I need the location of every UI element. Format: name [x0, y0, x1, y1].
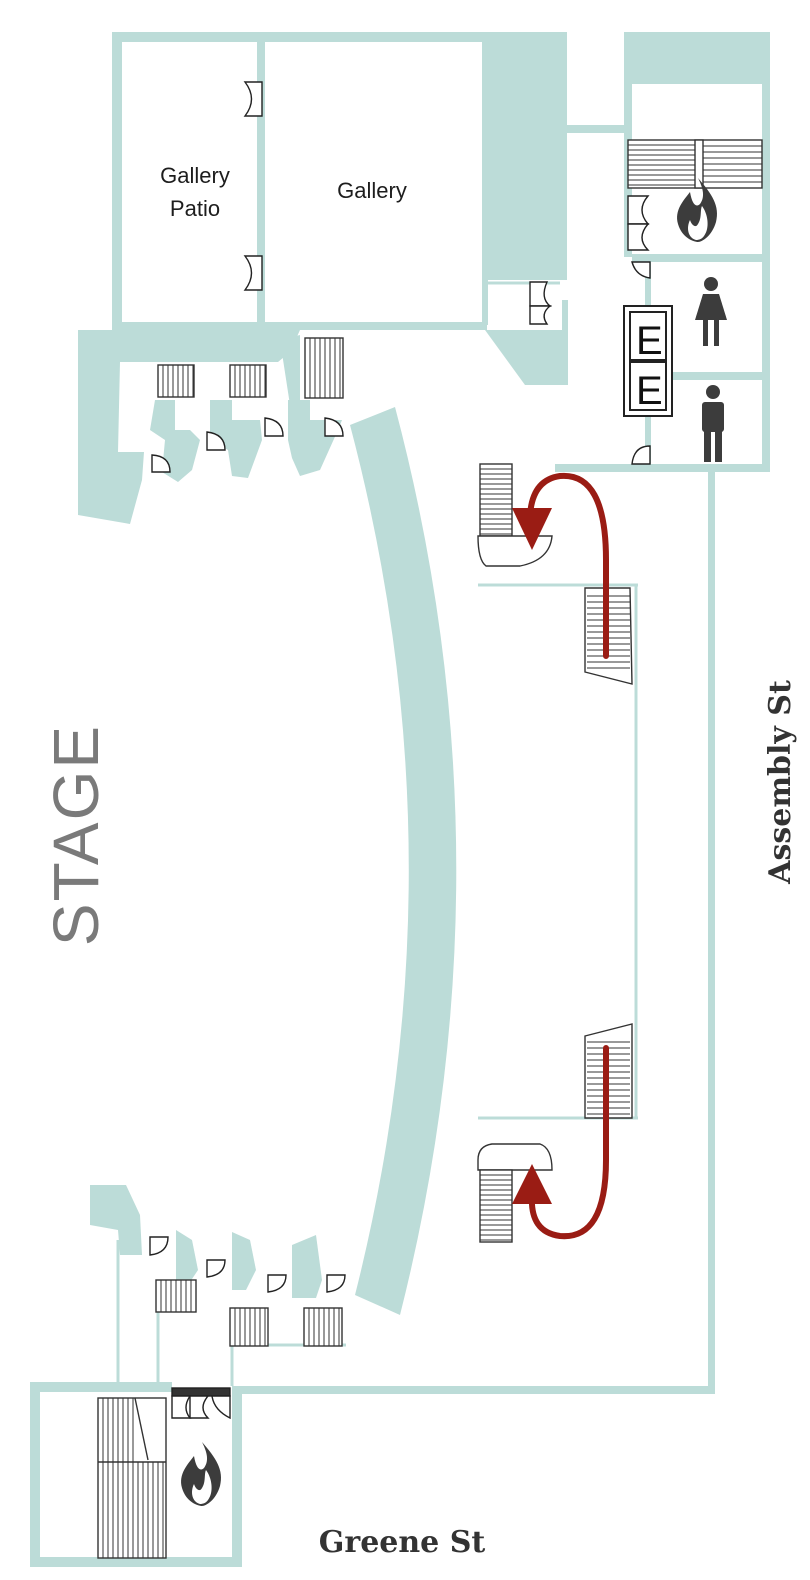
assembly-st-label: Assembly St: [763, 680, 798, 885]
gallery-patio-label-line2: Patio: [170, 196, 220, 221]
route-arrowhead-down-route: [512, 1164, 552, 1204]
gallery-label: Gallery: [337, 178, 407, 203]
woman-restroom-icon: [695, 277, 727, 346]
elevator-2-label: E: [636, 369, 663, 413]
walls: [30, 32, 770, 1567]
elevator-block: E E: [623, 305, 673, 417]
stage-label: STAGE: [40, 724, 112, 946]
route-arrowhead-up-route: [512, 508, 552, 550]
route-arrow-icon: [527, 472, 609, 1240]
fire-icon: [181, 1442, 222, 1506]
man-restroom-icon: [702, 385, 724, 462]
audience-curved-wall: [350, 407, 457, 1315]
gallery-patio-label-line1: Gallery: [160, 163, 230, 188]
greene-st-label: Greene St: [319, 1525, 486, 1560]
elevator-1-label: E: [636, 319, 663, 363]
doors: [149, 81, 651, 1420]
